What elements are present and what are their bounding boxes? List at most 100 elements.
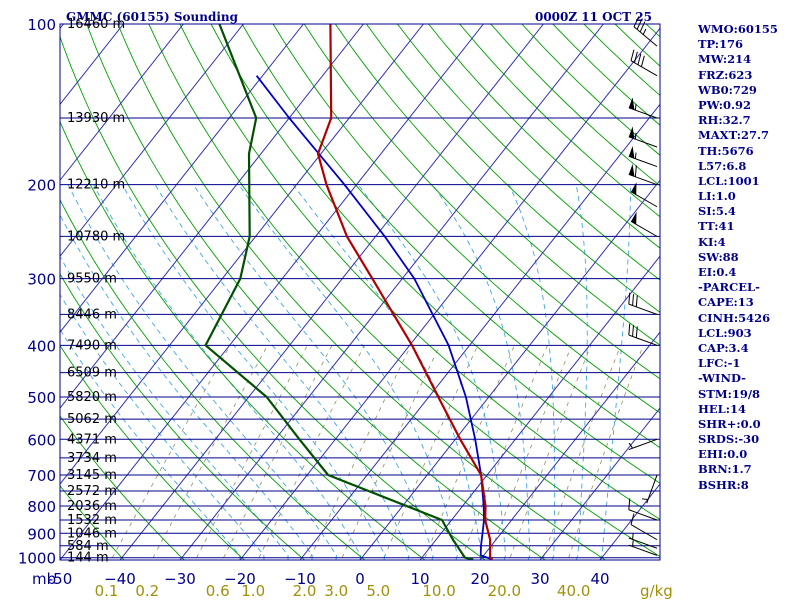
dry-adiabat-140 bbox=[428, 24, 660, 249]
dry-adiabats bbox=[60, 24, 660, 560]
pressure-tick-labels: 100 200 300 400 500 600 700 800 900 1000 bbox=[18, 16, 56, 568]
wind-barb bbox=[630, 182, 658, 208]
pressure-tick-label: 300 bbox=[27, 271, 56, 289]
wind-barb-feather bbox=[632, 294, 635, 306]
pressure-axis-unit: mb bbox=[32, 570, 56, 588]
temperature-tick-label: 10 bbox=[410, 570, 429, 588]
wind-barb-feather bbox=[630, 513, 635, 525]
index-entry: EI:0.4 bbox=[698, 265, 737, 279]
wind-barb bbox=[628, 292, 658, 315]
isotherm-20 bbox=[479, 331, 660, 560]
height-label: 16460 m bbox=[67, 17, 125, 32]
height-label: 3145 m bbox=[67, 468, 117, 483]
wind-barb-staff bbox=[628, 173, 658, 186]
isotherm-10 bbox=[419, 255, 660, 560]
height-label: 1046 m bbox=[67, 526, 117, 541]
temperature-tick-label: −10 bbox=[284, 570, 316, 588]
wind-barb-staff bbox=[628, 438, 658, 451]
wind-barb bbox=[628, 323, 658, 346]
temperature-tick-label: 40 bbox=[590, 570, 609, 588]
isotherm--50 bbox=[60, 24, 484, 560]
wind-barb-pennant bbox=[628, 145, 635, 159]
index-entry: FRZ:623 bbox=[698, 67, 753, 82]
temperature-tick-label: −20 bbox=[224, 570, 256, 588]
wind-barb-feather bbox=[636, 18, 643, 30]
height-label: 584 m bbox=[67, 539, 109, 554]
temperature-tick-label: 0 bbox=[355, 570, 365, 588]
index-entry: SRDS:-30 bbox=[698, 432, 760, 447]
wind-barb-feather bbox=[633, 16, 640, 28]
height-label: 1532 m bbox=[67, 513, 117, 528]
wind-barb bbox=[628, 438, 658, 451]
index-entry: MW:214 bbox=[698, 52, 752, 67]
wind-barb-staff bbox=[646, 474, 658, 504]
index-entry: RH:32.7 bbox=[698, 113, 751, 128]
pressure-tick-label: 100 bbox=[27, 16, 56, 34]
index-entry: WMO:60155 bbox=[698, 22, 778, 36]
wind-barb bbox=[630, 49, 658, 77]
wind-barbs bbox=[628, 16, 658, 556]
isobars bbox=[60, 24, 660, 559]
wind-barb-half-feather bbox=[634, 103, 637, 111]
wind-barb-half-feather bbox=[632, 540, 634, 547]
height-label: 2572 m bbox=[67, 484, 117, 499]
isotherm--70 bbox=[60, 24, 364, 409]
dry-adiabat-80 bbox=[241, 24, 660, 449]
dry-adiabat--10 bbox=[60, 273, 305, 560]
wind-barb-half-feather bbox=[641, 498, 649, 500]
index-entry: CAPE:13 bbox=[698, 295, 754, 310]
wind-barb-feather bbox=[628, 323, 631, 336]
moist-adiabat-12 bbox=[193, 184, 434, 560]
wind-barb-staff bbox=[628, 537, 658, 549]
height-label: 9550 m bbox=[67, 272, 117, 287]
index-entry: TT:41 bbox=[698, 219, 735, 234]
index-entry: SI:5.4 bbox=[698, 204, 736, 219]
isotherms bbox=[60, 24, 660, 560]
wind-barb bbox=[630, 513, 658, 541]
wind-barb bbox=[633, 16, 658, 47]
height-labels: 16460 m 13930 m 12210 m 10780 m 9550 m 8446 m… bbox=[67, 17, 125, 566]
temperature-tick-labels: -50 −40 −30 −20 −10 0 10 20 30 40 bbox=[48, 570, 610, 588]
dry-adiabat-110 bbox=[334, 24, 660, 346]
wind-barb-feather bbox=[639, 21, 646, 33]
chart-title-station: GMMC (60155) Sounding bbox=[66, 10, 239, 24]
index-entry: CAP:3.4 bbox=[698, 340, 749, 355]
pressure-tick-label: 800 bbox=[27, 498, 56, 516]
moist-adiabat--20 bbox=[60, 328, 241, 560]
height-label: 7490 m bbox=[67, 338, 117, 353]
index-entry: LCL:1001 bbox=[698, 173, 760, 188]
index-entry: MAXT:27.7 bbox=[698, 128, 769, 143]
isotherm--40 bbox=[119, 24, 544, 560]
wind-barb bbox=[630, 211, 658, 237]
wind-barb-feather bbox=[640, 55, 645, 67]
profiles bbox=[204, 24, 494, 560]
wind-barb-staff bbox=[628, 334, 658, 346]
pressure-tick-label: 1000 bbox=[18, 550, 56, 568]
height-label: 4371 m bbox=[67, 432, 117, 447]
wind-barb bbox=[628, 164, 658, 186]
pressure-tick-label: 900 bbox=[27, 525, 56, 543]
index-entry: WB0:729 bbox=[698, 82, 757, 97]
pressure-tick-label: 200 bbox=[27, 177, 56, 195]
height-label: 3734 m bbox=[67, 451, 117, 466]
isotherm--30 bbox=[179, 24, 604, 560]
dry-adiabat-100 bbox=[303, 24, 660, 380]
moist-adiabat-20 bbox=[292, 184, 482, 560]
wind-barb bbox=[628, 498, 658, 521]
height-label: 10780 m bbox=[67, 229, 125, 244]
mixing-ratio-label: 2.0 bbox=[293, 582, 317, 600]
dry-adiabat-20 bbox=[60, 35, 486, 560]
wind-barb bbox=[628, 97, 658, 119]
index-entry: L57:6.8 bbox=[698, 158, 747, 173]
index-entry: PW:0.92 bbox=[698, 97, 752, 112]
index-entry: LFC:-1 bbox=[698, 356, 741, 371]
height-label: 6509 m bbox=[67, 366, 117, 381]
dry-adiabat--30 bbox=[60, 415, 185, 560]
isotherm--80 bbox=[60, 24, 304, 333]
wind-barb-staff bbox=[628, 544, 658, 556]
mixing-ratio-label: 40.0 bbox=[557, 582, 590, 600]
temperature-tick-label: −30 bbox=[164, 570, 196, 588]
wind-barb-feather bbox=[635, 326, 638, 338]
isotherm--90 bbox=[60, 24, 244, 258]
